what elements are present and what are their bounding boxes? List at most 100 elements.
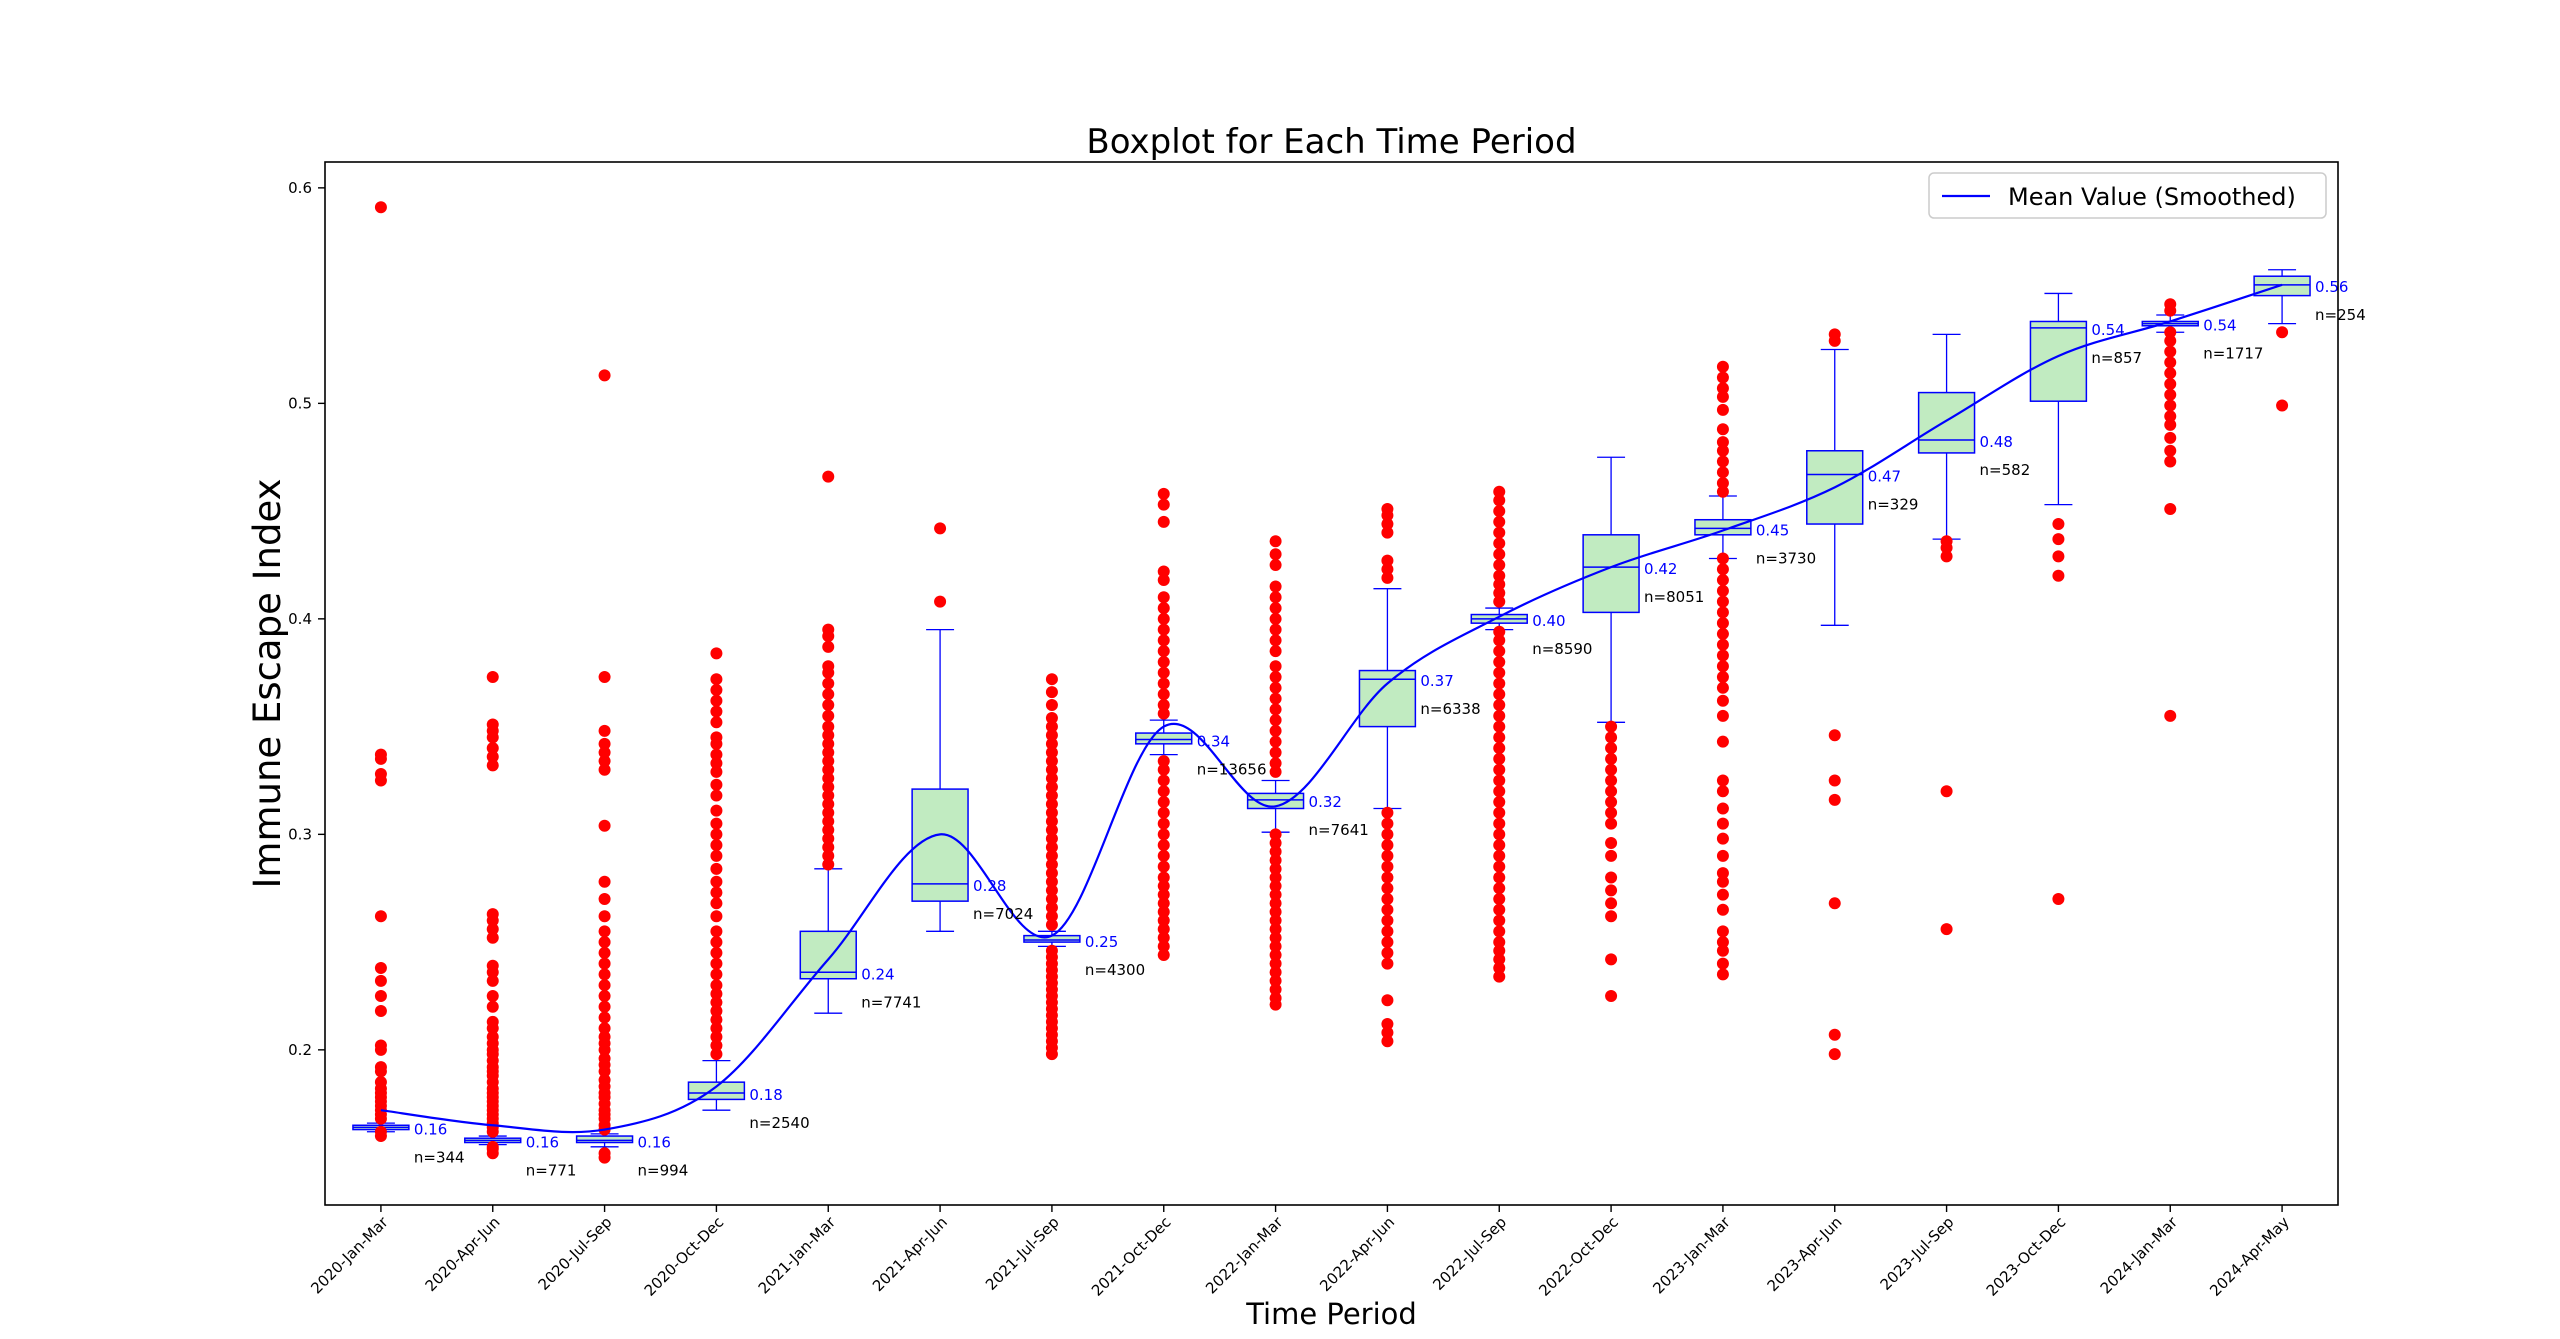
- outlier-point: [486, 989, 499, 1002]
- outlier-point: [1716, 360, 1729, 373]
- x-tick-label: 2022-Apr-Jun: [1316, 1213, 1398, 1295]
- outlier-point: [1493, 961, 1506, 974]
- outlier-point: [2164, 444, 2177, 457]
- outlier-point: [486, 1000, 499, 1013]
- outlier-point: [1381, 526, 1394, 539]
- x-tick-label: 2023-Jan-Mar: [1649, 1213, 1734, 1298]
- outlier-point: [1716, 423, 1729, 436]
- outlier-point: [1493, 537, 1506, 550]
- sample-count-label: n=4300: [1085, 961, 1145, 979]
- outlier-point: [1605, 989, 1618, 1002]
- plot-area-frame: [324, 161, 2339, 1206]
- outlier-point: [1828, 328, 1841, 341]
- mean-value-label: 0.34: [1197, 733, 1230, 751]
- outlier-point: [1269, 535, 1282, 548]
- outlier-point: [598, 989, 611, 1002]
- outlier-point: [486, 931, 499, 944]
- outlier-point: [1940, 535, 1953, 548]
- outlier-point: [2052, 892, 2065, 905]
- outlier-point: [1269, 671, 1282, 684]
- outlier-point: [1045, 686, 1058, 699]
- outlier-point: [1269, 983, 1282, 996]
- outlier-point: [1045, 737, 1058, 750]
- outlier-point: [1157, 602, 1170, 615]
- outlier-point: [598, 936, 611, 949]
- outlier-point: [1716, 957, 1729, 970]
- outlier-point: [1269, 880, 1282, 893]
- outlier-point: [1045, 901, 1058, 914]
- outlier-point: [1381, 502, 1394, 515]
- outlier-point: [2164, 709, 2177, 722]
- outlier-point: [1716, 925, 1729, 938]
- outlier-point: [374, 1005, 387, 1018]
- outlier-point: [1381, 892, 1394, 905]
- outlier-point: [822, 832, 835, 845]
- outlier-point: [1493, 655, 1506, 668]
- outlier-point: [2164, 399, 2177, 412]
- sample-count-label: n=8590: [1532, 640, 1592, 658]
- outlier-point: [1493, 515, 1506, 528]
- x-tick-label: 2024-Jan-Mar: [2097, 1213, 2182, 1298]
- outlier-point: [486, 671, 499, 684]
- outlier-point: [1605, 796, 1618, 809]
- mean-value-label: 0.18: [749, 1086, 782, 1104]
- outlier-point: [1493, 839, 1506, 852]
- outlier-point: [1493, 634, 1506, 647]
- outlier-point: [1493, 485, 1506, 498]
- outlier-point: [1157, 796, 1170, 809]
- outlier-point: [1493, 914, 1506, 927]
- outlier-point: [1157, 763, 1170, 776]
- outlier-point: [1605, 731, 1618, 744]
- outlier-point: [1157, 498, 1170, 511]
- x-tick-label: 2021-Oct-Dec: [1088, 1213, 1175, 1300]
- outlier-point: [486, 759, 499, 772]
- outlier-point: [598, 1022, 611, 1035]
- outlier-point: [1269, 580, 1282, 593]
- outlier-point: [1157, 655, 1170, 668]
- sample-count-label: n=6338: [1420, 700, 1480, 718]
- outlier-point: [1828, 1028, 1841, 1041]
- outlier-point: [486, 1140, 499, 1153]
- outlier-point: [2164, 455, 2177, 468]
- outlier-point: [1045, 824, 1058, 837]
- mean-value-label: 0.48: [1980, 433, 2013, 451]
- boxes-layer: [352, 269, 2311, 1148]
- outlier-point: [1381, 518, 1394, 531]
- mean-value-label: 0.24: [861, 965, 894, 983]
- outlier-point: [2164, 410, 2177, 423]
- outlier-point: [1381, 871, 1394, 884]
- outlier-point: [1605, 849, 1618, 862]
- outlier-point: [1269, 974, 1282, 987]
- mean-value-label: 0.25: [1085, 933, 1118, 951]
- outlier-point: [1716, 817, 1729, 830]
- outlier-point: [2164, 377, 2177, 390]
- outlier-point: [1157, 931, 1170, 944]
- outlier-point: [1269, 623, 1282, 636]
- box: [575, 1135, 634, 1144]
- outlier-point: [1493, 806, 1506, 819]
- outlier-point: [2276, 399, 2289, 412]
- outlier-point: [374, 989, 387, 1002]
- outlier-point: [1381, 828, 1394, 841]
- outlier-point: [486, 959, 499, 972]
- mean-value-label: 0.32: [1309, 793, 1342, 811]
- outlier-point: [1605, 785, 1618, 798]
- outlier-point: [1716, 563, 1729, 576]
- x-tick-label: 2021-Jan-Mar: [755, 1213, 840, 1298]
- outlier-point: [1493, 892, 1506, 905]
- outlier-point: [1381, 957, 1394, 970]
- outlier-point: [598, 819, 611, 832]
- outlier-point: [1157, 817, 1170, 830]
- outlier-point: [1269, 836, 1282, 849]
- outlier-point: [1716, 802, 1729, 815]
- outlier-point: [710, 886, 723, 899]
- outlier-point: [1605, 836, 1618, 849]
- y-tick-label: 0.6: [288, 179, 312, 197]
- outlier-point: [1493, 625, 1506, 638]
- outlier-point: [822, 660, 835, 673]
- outlier-point: [598, 763, 611, 776]
- outlier-point: [1381, 946, 1394, 959]
- outlier-point: [1157, 806, 1170, 819]
- outlier-point: [1045, 910, 1058, 923]
- outlier-point: [598, 1147, 611, 1160]
